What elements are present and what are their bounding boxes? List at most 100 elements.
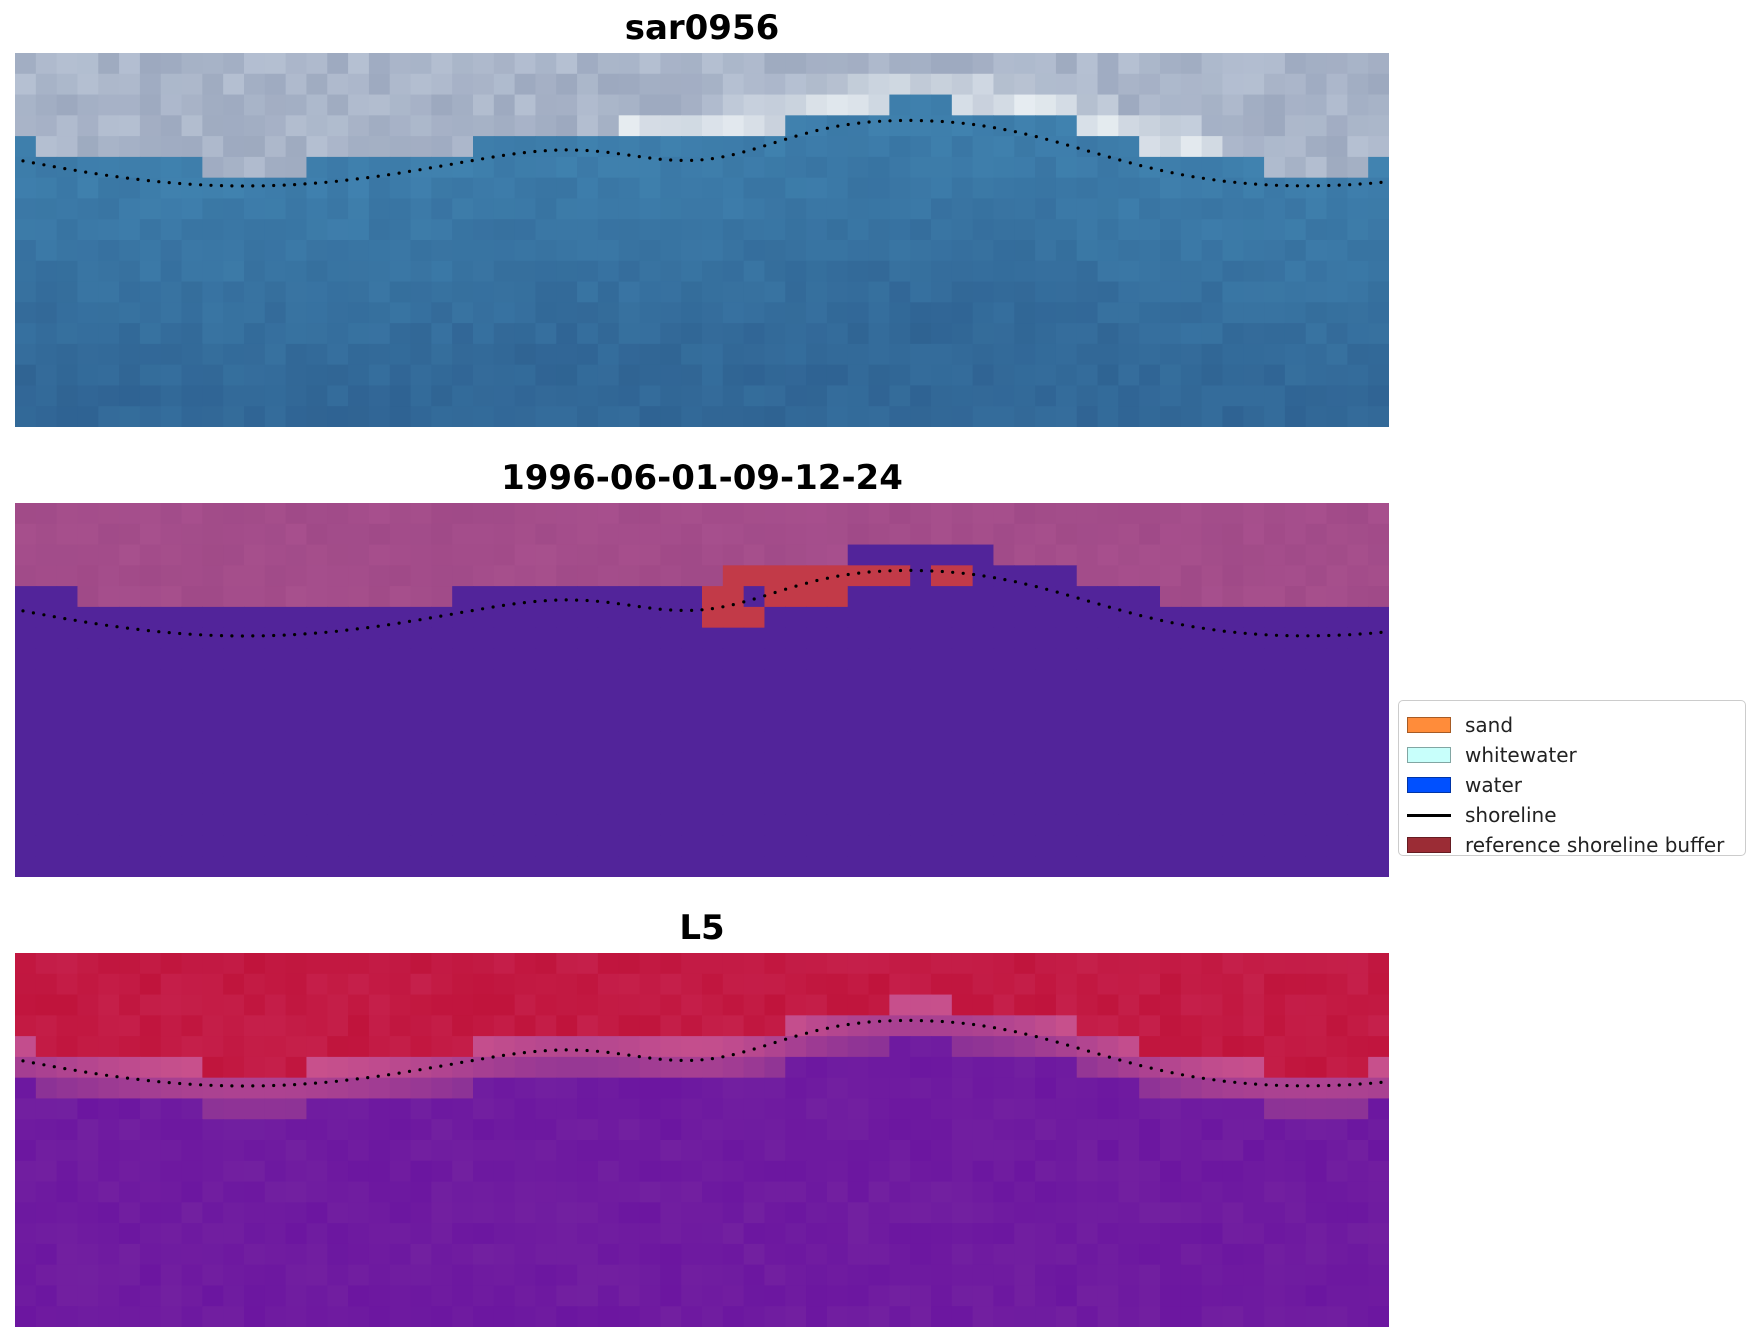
shoreline-dot [251, 634, 255, 638]
shoreline-dot [1170, 1071, 1174, 1075]
legend-label-reference-buffer: reference shoreline buffer [1465, 833, 1725, 857]
shoreline-dot [1076, 146, 1080, 150]
shoreline-dot [1024, 1032, 1028, 1036]
shoreline-dot [1369, 631, 1373, 635]
shoreline-dot [616, 602, 621, 606]
shoreline-dot [794, 1034, 798, 1038]
shoreline-dot [324, 1080, 328, 1084]
shoreline-dot [1327, 183, 1331, 188]
shoreline-dot [909, 568, 913, 572]
legend-swatch-sand [1407, 717, 1451, 733]
shoreline-dot [481, 157, 485, 161]
shoreline-dot [1222, 179, 1226, 183]
shoreline-dot [63, 617, 67, 621]
shoreline-dot [428, 1066, 432, 1070]
shoreline-dot [690, 158, 694, 162]
shoreline-dot [1076, 596, 1080, 600]
shoreline-dot [1128, 611, 1132, 615]
shoreline-dot [167, 181, 171, 185]
shoreline-dot [1254, 182, 1258, 186]
shoreline-dot [543, 149, 547, 153]
shoreline-dot [930, 1019, 934, 1023]
shoreline-dot [157, 180, 161, 184]
shoreline-dot [763, 144, 767, 148]
shoreline-dot [1316, 1084, 1320, 1088]
shoreline-dot [73, 618, 77, 622]
shoreline-dot [324, 180, 328, 184]
shoreline-dot [470, 609, 474, 613]
shoreline-dot [815, 128, 819, 133]
shoreline-dot [397, 1071, 401, 1075]
shoreline-dot [293, 183, 297, 187]
shoreline-dot [669, 1058, 673, 1062]
shoreline-dot [84, 170, 88, 174]
shoreline-dot [721, 155, 725, 159]
shoreline-dot [1306, 634, 1310, 638]
shoreline-dot [898, 568, 903, 573]
shoreline-dot [1034, 135, 1038, 139]
shoreline-dot [763, 1044, 767, 1048]
shoreline-dot [731, 153, 735, 157]
shoreline-dot [982, 124, 986, 128]
shoreline-dot [125, 176, 130, 180]
shoreline-dot [1066, 593, 1070, 597]
shoreline-dot [731, 603, 735, 607]
shoreline-dot [1254, 632, 1258, 636]
shoreline-dot [846, 572, 850, 577]
shoreline-dot [240, 1084, 244, 1088]
shoreline-dot [272, 1083, 276, 1088]
shoreline-dot [1379, 180, 1383, 184]
shoreline-dot [867, 1020, 871, 1024]
shoreline-dot [470, 1059, 474, 1063]
shoreline-dot [115, 175, 119, 179]
legend: sand whitewater water shoreline referenc… [1398, 700, 1746, 857]
shoreline-dot [836, 1024, 840, 1028]
shoreline-dot [230, 634, 234, 638]
shoreline-dot [240, 634, 244, 638]
shoreline-dot [690, 1058, 694, 1062]
shoreline-dot [1170, 171, 1174, 175]
shoreline-dot [857, 1021, 861, 1025]
shoreline-dot [491, 155, 495, 159]
shoreline-dot [731, 1053, 735, 1057]
shoreline-dot [742, 600, 746, 604]
shoreline-dot [595, 599, 600, 603]
shoreline-dot [136, 627, 140, 631]
shoreline-dot [564, 598, 568, 602]
legend-swatch-shoreline [1407, 814, 1451, 817]
shoreline-dot [1055, 590, 1059, 594]
shoreline-dot [230, 184, 234, 188]
shoreline-dot [460, 160, 464, 164]
shoreline-dot [857, 121, 861, 125]
shoreline-dot [84, 620, 88, 624]
shoreline-dot [501, 1053, 506, 1057]
shoreline-dot [501, 153, 506, 157]
shoreline-dot [261, 1084, 265, 1088]
shoreline-dot [784, 137, 788, 141]
shoreline-dot [1358, 1082, 1362, 1086]
shoreline-dot [52, 1065, 56, 1069]
shoreline-dot [1045, 1037, 1049, 1041]
shoreline-dot [491, 1055, 495, 1059]
shoreline-dot [909, 1018, 913, 1022]
shoreline-dot [125, 626, 130, 630]
shoreline-dot [1034, 585, 1038, 589]
shoreline-dot [867, 120, 871, 124]
shoreline-dot [261, 184, 265, 188]
shoreline-dot [1003, 1028, 1007, 1032]
shoreline-dot [1243, 631, 1247, 635]
shoreline-dot [1212, 178, 1216, 182]
shoreline-dot [972, 122, 976, 127]
shoreline-dot [1264, 183, 1268, 187]
shoreline-dot [919, 119, 924, 123]
shoreline-dot [1264, 1083, 1268, 1087]
shoreline-dot [230, 1084, 234, 1088]
shoreline-dot [1348, 1083, 1352, 1087]
shoreline-dot [888, 1019, 892, 1023]
shoreline-dot [1086, 599, 1091, 603]
shoreline-dot [784, 587, 788, 591]
shoreline-dot [1201, 626, 1205, 630]
shoreline-dot [815, 578, 819, 583]
shoreline-dot [73, 1068, 77, 1072]
shoreline-dot [763, 594, 767, 598]
